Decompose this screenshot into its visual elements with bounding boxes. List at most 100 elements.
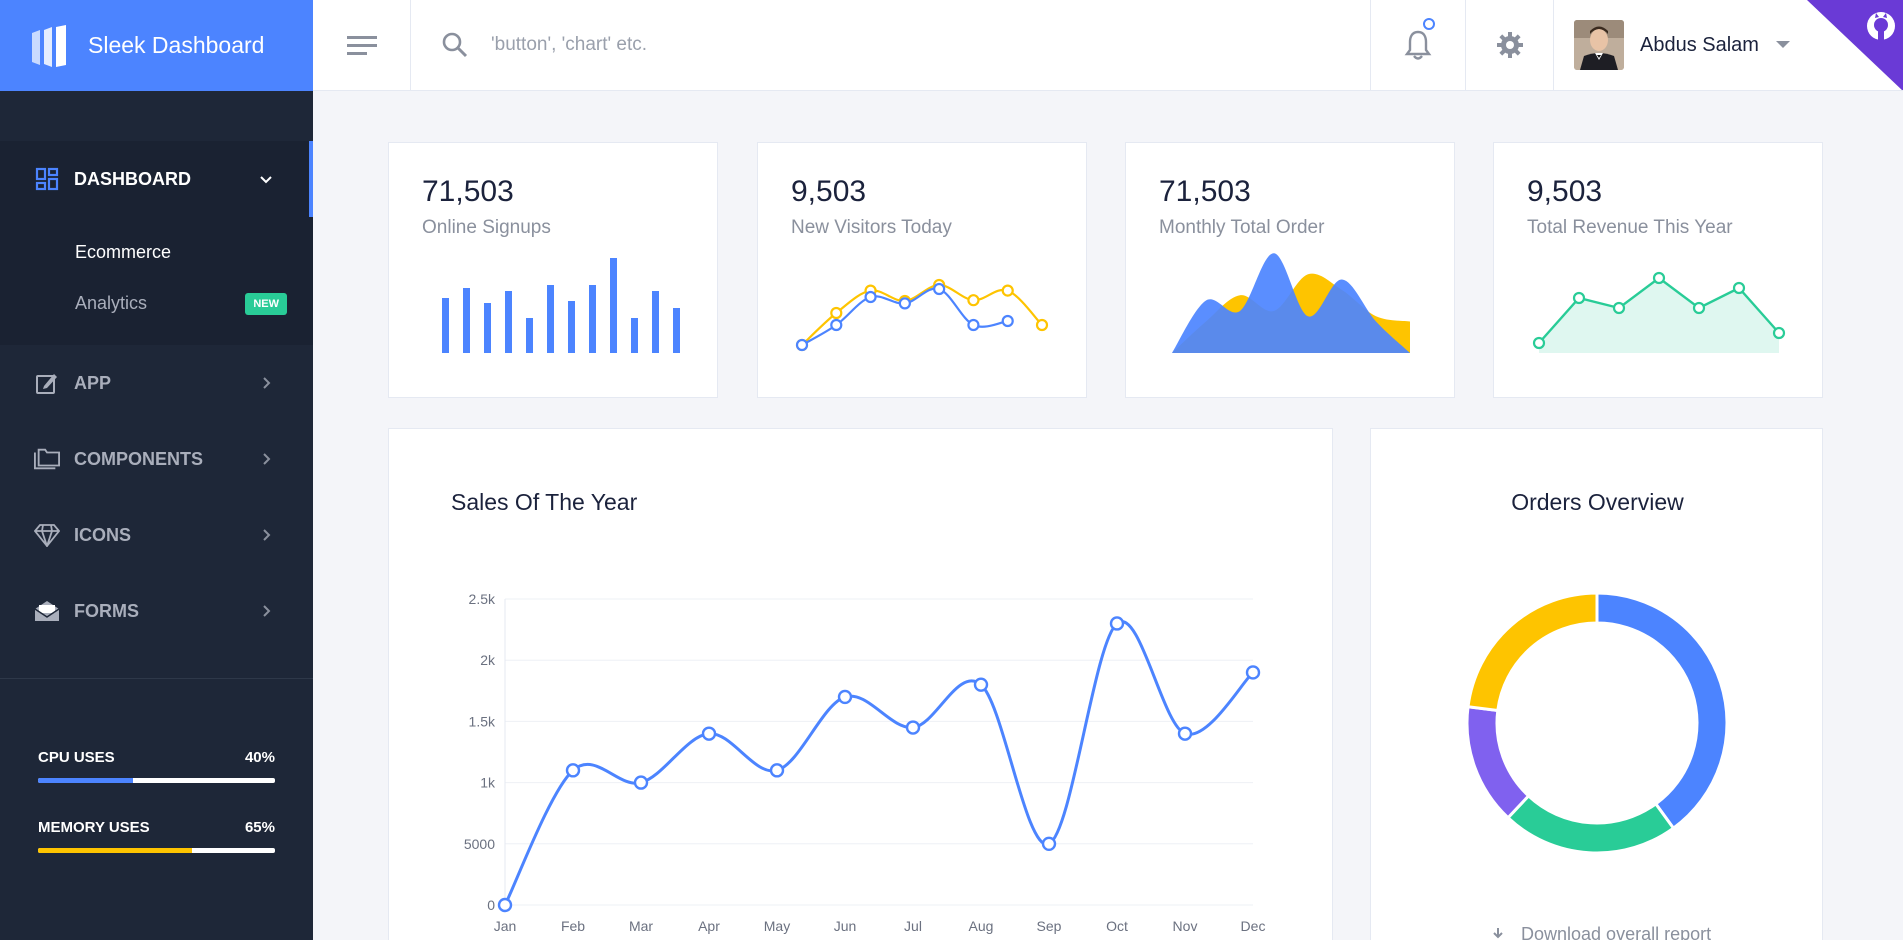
point [933,282,946,296]
download-report-link[interactable]: Download overall report [1491,924,1711,940]
stat-label: Online Signups [422,217,551,238]
sidebar-item-icons[interactable]: ICONS [0,497,313,573]
y-tick-label: 0 [487,897,495,913]
download-report-label: Download overall report [1521,924,1712,940]
stat-value: 9,503 [1527,175,1603,208]
stat-label: New Visitors Today [791,217,952,238]
sales-of-year-card: Sales Of The Year 0 5000 1k 1.5k 2k 2.5k Jan Fe… [388,428,1333,940]
stat-card-online-signups: 71,503 Online Signups [388,142,718,398]
bar [610,258,617,353]
user-menu[interactable]: Abdus Salam [1553,0,1903,90]
sidebar-item-label: APP [74,372,112,393]
github-corner-link[interactable] [1807,0,1903,90]
point [701,726,717,741]
sidebar-subitem-ecommerce[interactable]: Ecommerce [0,227,313,278]
x-tick-label: Nov [1173,918,1198,934]
bar [631,318,638,353]
stat-card-new-visitors: 9,503 New Visitors Today [757,142,1087,398]
settings-button[interactable] [1465,0,1553,90]
search-input[interactable] [491,34,1091,56]
memory-usage-fill [38,848,193,853]
point [1001,314,1014,328]
donut-slice [1465,705,1531,820]
sidebar-nav: DASHBOARD Ecommerce Analytics NEW APP CO… [0,91,313,649]
memory-usage-label: MEMORY USES [38,819,150,836]
dashboard-icon [34,166,60,192]
point [1041,836,1057,851]
top-header: Abdus Salam [313,0,1903,91]
stat-card-monthly-order: 71,503 Monthly Total Order [1125,142,1455,398]
bar [526,318,533,353]
orders-donut-chart [1465,591,1729,855]
bell-icon [1404,30,1432,60]
sidebar-toggle-button[interactable] [313,0,411,90]
donut-slice [1505,793,1676,855]
point [1109,616,1125,631]
avatar [1574,20,1624,70]
sidebar-item-dashboard[interactable]: DASHBOARD [0,141,313,217]
chevron-right-icon [263,453,271,465]
orders-overview-card: Orders Overview Download overall report [1370,428,1823,940]
series-area [1172,253,1410,353]
stat-value: 71,503 [1159,175,1251,208]
y-tick-label: 2.5k [469,591,496,607]
email-open-icon [34,598,60,624]
monthly-order-area-chart [1172,253,1410,353]
point [1652,271,1666,285]
series-area [1539,278,1779,353]
x-tick-label: Sep [1037,918,1062,934]
cpu-usage-label: CPU USES [38,749,115,766]
stat-label: Monthly Total Order [1159,217,1325,238]
y-tick-label: 5000 [464,836,495,852]
bar [652,291,659,353]
point [973,677,989,692]
bar [505,291,512,353]
x-tick-label: Aug [969,918,994,934]
point [1035,318,1049,332]
y-tick-label: 1k [480,775,496,791]
point [497,897,513,913]
bar [673,308,680,353]
memory-usage-bar [38,848,275,853]
x-tick-label: Jun [834,918,857,934]
cpu-usage-fill [38,778,133,783]
github-icon [1867,12,1895,40]
x-tick-label: Jul [904,918,922,934]
series-line [503,620,1255,906]
point [1732,281,1746,295]
card-title: Sales Of The Year [451,489,638,515]
brand[interactable]: Sleek Dashboard [0,0,313,91]
x-tick-label: May [764,918,790,934]
user-name: Abdus Salam [1640,33,1759,56]
bar [442,298,449,353]
cpu-usage-bar [38,778,275,783]
stat-card-total-revenue: 9,503 Total Revenue This Year [1493,142,1823,398]
sidebar-item-components[interactable]: COMPONENTS [0,421,313,497]
point [830,306,843,320]
point [769,763,785,778]
point [1001,284,1014,297]
search-icon[interactable] [441,31,469,59]
sidebar-subitem-label: Ecommerce [75,242,172,262]
point [1532,336,1546,350]
sidebar-item-forms[interactable]: FORMS [0,573,313,649]
x-tick-label: Apr [698,918,720,934]
edit-icon [34,370,60,396]
diamond-icon [34,522,60,548]
x-tick-label: Feb [561,918,585,934]
chevron-right-icon [263,529,271,541]
point [795,338,809,352]
sidebar-item-label: COMPONENTS [74,448,204,469]
brand-name: Sleek Dashboard [88,32,265,58]
sidebar-item-label: DASHBOARD [74,168,191,189]
x-tick-label: Oct [1106,918,1128,934]
sidebar-subitem-analytics[interactable]: Analytics NEW [0,278,313,329]
x-tick-label: Dec [1241,918,1266,934]
point [1612,301,1626,315]
gear-icon [1496,32,1523,58]
point [967,318,980,332]
notifications-button[interactable] [1370,0,1465,90]
stat-value: 71,503 [422,175,514,208]
sidebar-item-app[interactable]: APP [0,345,313,421]
point [898,297,911,310]
